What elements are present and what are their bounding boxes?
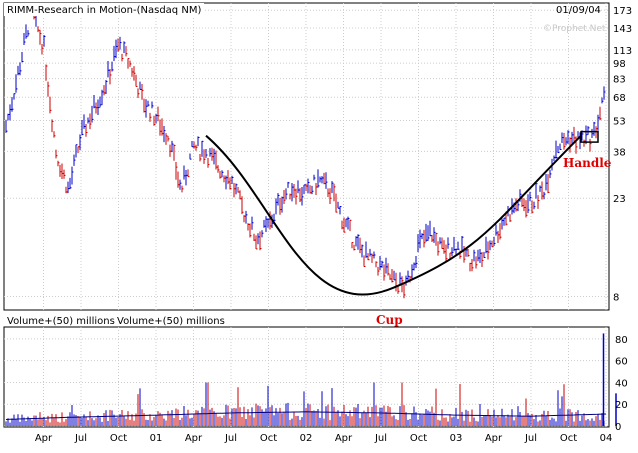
x-tick-label: Oct bbox=[410, 433, 427, 444]
price-tick-label: 83 bbox=[613, 75, 626, 86]
x-tick-label: Jul bbox=[224, 433, 237, 444]
price-tick-label: 53 bbox=[613, 116, 626, 127]
x-tick-label: Oct bbox=[560, 433, 577, 444]
volume-average-line bbox=[5, 411, 607, 420]
volume-tick-label: 40 bbox=[615, 378, 628, 389]
chart-title: RIMM-Research in Motion-(Nasdaq NM) bbox=[7, 5, 201, 16]
volume-label-1: Volume+(50) millions bbox=[7, 316, 115, 327]
x-tick-label: Oct bbox=[260, 433, 277, 444]
x-tick-label: Apr bbox=[485, 433, 503, 444]
x-tick-label: Oct bbox=[110, 433, 127, 444]
x-tick-label: 03 bbox=[450, 433, 463, 444]
pattern-overlay bbox=[205, 130, 599, 296]
x-tick-label: Apr bbox=[185, 433, 203, 444]
chart-date: 01/09/04 bbox=[556, 5, 601, 16]
price-tick-label: 173 bbox=[613, 6, 632, 17]
price-bars bbox=[5, 4, 606, 299]
x-tick-label: Jul bbox=[374, 433, 387, 444]
grid-lines bbox=[4, 3, 609, 427]
price-tick-label: 68 bbox=[613, 93, 626, 104]
x-tick-label: Apr bbox=[35, 433, 53, 444]
x-tick-label: 02 bbox=[300, 433, 313, 444]
cup-curve bbox=[205, 134, 582, 296]
price-tick-label: 8 bbox=[613, 293, 619, 304]
volume-tick-label: 20 bbox=[615, 400, 628, 411]
volume-tick-label: 80 bbox=[615, 335, 628, 346]
cup-label: Cup bbox=[376, 313, 403, 327]
price-tick-label: 113 bbox=[613, 46, 632, 57]
x-tick-label: Jul bbox=[74, 433, 87, 444]
x-tick-label: 04 bbox=[600, 433, 613, 444]
price-tick-label: 23 bbox=[613, 194, 626, 205]
volume-tick-label: 0 bbox=[615, 422, 621, 433]
volume-tick-label: 60 bbox=[615, 357, 628, 368]
handle-box bbox=[580, 130, 599, 143]
x-tick-label: Apr bbox=[335, 433, 353, 444]
price-tick-label: 38 bbox=[613, 147, 626, 158]
handle-label: Handle bbox=[563, 156, 612, 170]
watermark: ©Prophet.Net bbox=[543, 24, 606, 34]
price-tick-label: 98 bbox=[613, 59, 626, 70]
volume-bars bbox=[5, 333, 617, 426]
price-tick-label: 143 bbox=[613, 24, 632, 35]
x-tick-label: Jul bbox=[524, 433, 537, 444]
x-tick-label: 01 bbox=[150, 433, 163, 444]
volume-label-2: Volume+(50) millions bbox=[117, 316, 225, 327]
